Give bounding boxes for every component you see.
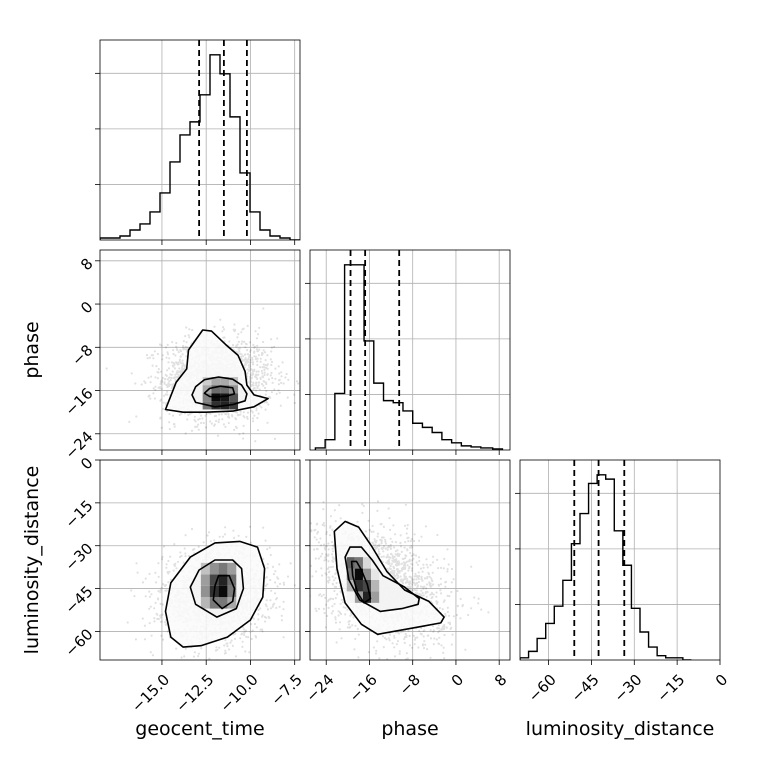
contour-line-3 [164, 540, 266, 648]
density-cell [362, 557, 372, 569]
density-cell [209, 597, 219, 609]
contour-line-2 [344, 546, 421, 613]
panel-frame [99, 39, 301, 241]
x-axis-label-phase: phase [381, 718, 438, 740]
density-cell [371, 580, 380, 592]
density-cell [371, 568, 380, 580]
density-cell [371, 591, 380, 603]
density-cell [211, 401, 221, 410]
contour-line-3 [333, 520, 445, 636]
density-cell [202, 377, 212, 386]
density-cell [209, 562, 219, 575]
density-cell [346, 568, 355, 580]
histogram-steps-phase [314, 264, 504, 450]
histogram-panel-geocent-time [95, 39, 301, 241]
density-cell [211, 377, 221, 386]
density-cell [354, 568, 363, 580]
panel-frame [519, 459, 721, 661]
contour-line-1 [350, 560, 372, 604]
density-cell [218, 585, 228, 598]
density-cell [220, 377, 230, 386]
panel-frame [99, 459, 301, 661]
density-cell [220, 393, 230, 402]
density-cell [200, 562, 210, 575]
contour-line-2 [189, 559, 245, 618]
contour-line-1 [203, 385, 236, 398]
density-cell [218, 574, 228, 586]
density-cell [229, 393, 239, 402]
density-cell [202, 385, 212, 394]
histogram-steps-geocent-time [100, 54, 300, 240]
density-cell [346, 591, 355, 603]
density-cell [211, 385, 221, 394]
histogram-steps-luminosity-distance [520, 474, 692, 660]
density-cell [227, 562, 237, 575]
density-cell [200, 574, 210, 586]
histogram-panel-luminosity-distance [515, 459, 721, 661]
density-cell [200, 597, 210, 609]
pair-panel-geocent-time-vs-phase [99, 249, 301, 451]
panel-frame [309, 459, 511, 661]
contour-line-2 [191, 376, 248, 408]
density-cell [362, 591, 372, 603]
density-cell [362, 568, 372, 580]
density-cell [218, 597, 228, 609]
density-cell [227, 585, 237, 598]
density-cell [354, 580, 363, 592]
pair-panel-geocent-time-vs-luminosity-distance [99, 459, 301, 661]
density-cell [229, 401, 239, 410]
density-cell [346, 580, 355, 592]
pair-panel-content [100, 250, 300, 450]
y-axis-label-luminosity-distance: luminosity_distance [21, 466, 43, 655]
pair-panel-content [100, 460, 300, 660]
histogram-panel-phase [305, 249, 511, 451]
pair-panel-content [310, 460, 510, 660]
density-cell [354, 557, 363, 569]
density-cell [209, 574, 219, 586]
density-cell [200, 585, 210, 598]
x-axis-label-geocent-time: geocent_time [135, 718, 264, 740]
pair-panel-phase-vs-luminosity-distance [309, 459, 511, 661]
panel-frame [309, 249, 511, 451]
density-cell [202, 393, 212, 402]
y-axis-label-phase: phase [21, 321, 43, 378]
density-cell [218, 562, 228, 575]
density-cell [229, 377, 239, 386]
density-cell [220, 385, 230, 394]
x-axis-label-luminosity-distance: luminosity_distance [526, 718, 715, 740]
density-cell [227, 574, 237, 586]
contour-line-1 [212, 574, 236, 610]
panel-frame [99, 249, 301, 451]
contour-line-3 [164, 329, 269, 414]
density-cell [346, 557, 355, 569]
